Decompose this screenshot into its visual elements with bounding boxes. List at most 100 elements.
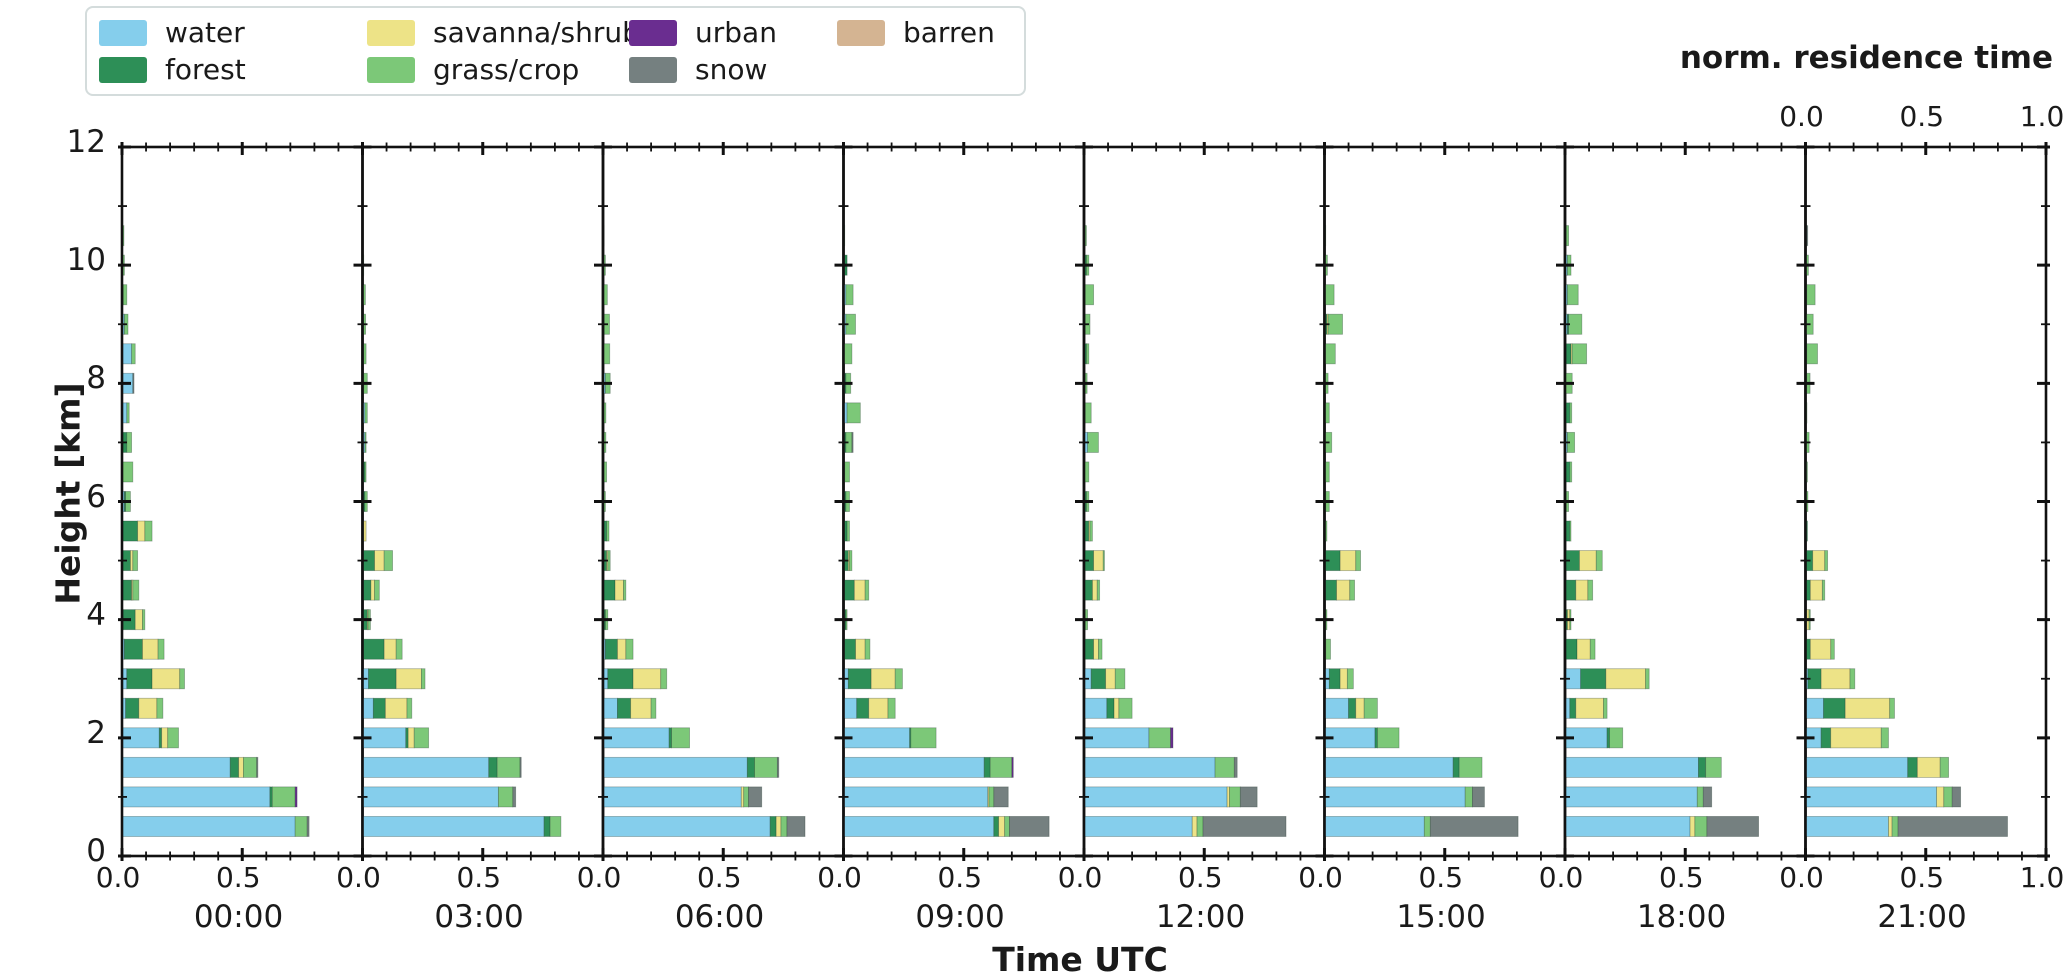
bar-03-00-5.5km-savanna_shrub	[363, 520, 367, 542]
x-tick-label-6-05: 0.5	[1658, 861, 1704, 894]
bar-00-00-3.5km-forest	[124, 638, 143, 660]
bar-06-00-2.5km-water	[602, 697, 618, 719]
bar-06-00-4.5km-grass_crop	[623, 579, 627, 601]
bar-06-00-0.5km-snow	[786, 816, 806, 837]
plot-area	[113, 139, 2055, 865]
bar-21-00-1.5km-grass_crop	[1939, 756, 1949, 778]
bar-18-00-3km-grass_crop	[1645, 668, 1650, 690]
bar-06-00-0.5km-grass_crop	[780, 816, 788, 837]
legend-label-urban: urban	[695, 15, 777, 49]
x-tick-label-0-0: 0.0	[95, 861, 141, 894]
panel-border	[1323, 145, 1567, 858]
bar-09-00-0.5km-forest	[993, 816, 1000, 837]
bar-21-00-1km-water	[1805, 786, 1937, 808]
legend-label-barren: barren	[903, 15, 995, 49]
panel-06-00	[594, 139, 845, 864]
bar-03-00-1.5km-snow	[519, 756, 522, 778]
bar-21-00-0.5km-water	[1805, 816, 1889, 837]
x-tick-label-6-0: 0.0	[1538, 861, 1584, 894]
bar-15-00-2km-grass_crop	[1377, 727, 1400, 749]
bar-00-00-8.5km-water	[121, 343, 133, 365]
bar-00-00-1.5km-snow	[256, 756, 259, 778]
bar-12-00-3.5km-grass_crop	[1098, 638, 1103, 660]
bar-06-00-1km-water	[602, 786, 742, 808]
bar-21-00-2km-savanna_shrub	[1830, 727, 1882, 749]
bar-12-00-3km-savanna_shrub	[1105, 668, 1116, 690]
bar-12-00-2.5km-water	[1083, 697, 1108, 719]
bar-15-00-3km-forest	[1328, 668, 1341, 690]
bar-06-00-1.5km-water	[602, 756, 748, 778]
x-tick-label-7-0: 0.0	[1779, 861, 1824, 894]
bar-21-00-2.5km-water	[1805, 697, 1824, 719]
bar-09-00-1km-snow	[993, 786, 1009, 808]
bar-00-00-1.5km-savanna_shrub	[238, 756, 244, 778]
bar-03-00-3.5km-savanna_shrub	[383, 638, 397, 660]
bar-18-00-7.5km-grass_crop	[1569, 402, 1573, 424]
bar-12-00-2km-water	[1083, 727, 1150, 749]
bar-00-00-3km-forest	[126, 668, 153, 690]
bar-03-00-2.5km-grass_crop	[406, 697, 413, 719]
bar-00-00-8km-snow	[132, 372, 135, 394]
legend-item-savanna-shrub: savanna/shrub	[367, 18, 640, 47]
bar-18-00-2.5km-forest	[1569, 697, 1577, 719]
bar-09-00-5km-grass_crop	[849, 550, 853, 572]
bar-00-00-3km-grass_crop	[179, 668, 185, 690]
bar-15-00-5km-grass_crop	[1355, 550, 1361, 572]
bar-03-00-1km-water	[362, 786, 499, 808]
bar-15-00-0.5km-grass_crop	[1423, 816, 1431, 837]
bar-18-00-2.5km-savanna_shrub	[1575, 697, 1604, 719]
legend: water forest savanna/shrub grass/crop urban s…	[85, 6, 1026, 96]
panel-21-00	[1796, 139, 2055, 864]
legend-label-grass-crop: grass/crop	[433, 52, 580, 86]
bar-18-00-4.5km-forest	[1564, 579, 1577, 601]
time-label-06-00: 06:00	[674, 899, 765, 935]
bar-12-00-0.5km-snow	[1202, 816, 1287, 837]
bar-00-00-1km-water	[121, 786, 271, 808]
panel-03-00	[353, 139, 605, 864]
bar-06-00-2km-water	[602, 727, 670, 749]
bar-12-00-0.5km-grass_crop	[1196, 816, 1204, 837]
bar-12-00-2.5km-grass_crop	[1118, 697, 1133, 719]
bar-21-00-9.5km-grass_crop	[1806, 284, 1816, 306]
bar-21-00-0.5km-grass_crop	[1891, 816, 1899, 837]
bar-18-00-1.5km-grass_crop	[1705, 756, 1722, 778]
bar-18-00-5km-savanna_shrub	[1579, 550, 1597, 572]
bar-09-00-5.5km-grass_crop	[846, 520, 850, 542]
bar-21-00-0.5km-snow	[1897, 816, 2008, 837]
bar-21-00-0.5km-savanna_shrub	[1888, 816, 1893, 837]
bar-00-00-1.5km-forest	[229, 756, 240, 778]
bar-00-00-9.5km-grass_crop	[122, 284, 128, 306]
bar-21-00-1km-grass_crop	[1943, 786, 1953, 808]
bar-09-00-1.5km-water	[843, 756, 985, 778]
bar-18-00-5km-grass_crop	[1595, 550, 1603, 572]
bar-06-00-2.5km-grass_crop	[650, 697, 657, 719]
bar-00-00-6.5km-grass_crop	[121, 461, 134, 483]
bar-12-00-1.5km-grass_crop	[1214, 756, 1235, 778]
bar-12-00-5.5km-grass_crop	[1089, 520, 1093, 542]
bar-18-00-8.5km-grass_crop	[1571, 343, 1588, 365]
bar-00-00-8.5km-grass_crop	[131, 343, 136, 365]
bar-09-00-3km-forest	[847, 668, 872, 690]
bar-06-00-2.5km-forest	[617, 697, 632, 719]
bar-03-00-1.5km-grass_crop	[496, 756, 521, 778]
bar-00-00-0.5km-water	[121, 816, 296, 837]
top-axis-label-0.5: 0.5	[1899, 100, 1945, 133]
bar-00-00-4.5km-grass_crop	[132, 579, 140, 601]
bar-18-00-0.5km-grass_crop	[1694, 816, 1708, 837]
x-tick-label-0-05: 0.5	[215, 861, 261, 894]
bar-15-00-1km-snow	[1472, 786, 1485, 808]
bar-15-00-1.5km-grass_crop	[1458, 756, 1483, 778]
snow-swatch-icon	[629, 56, 677, 83]
bar-18-00-1km-snow	[1702, 786, 1713, 808]
panel-border	[1563, 145, 1807, 858]
bar-15-00-1.5km-forest	[1452, 756, 1460, 778]
legend-item-urban: urban	[629, 15, 837, 49]
bar-00-00-7km-grass_crop	[126, 431, 133, 453]
bar-18-00-0.5km-water	[1564, 816, 1691, 837]
bar-12-00-0.5km-water	[1083, 816, 1193, 837]
bar-18-00-8.5km-savanna_shrub	[1570, 343, 1573, 365]
bar-06-00-1km-grass_crop	[743, 786, 749, 808]
bar-03-00-2km-savanna_shrub	[407, 727, 415, 749]
legend-label-savanna-shrub: savanna/shrub	[433, 15, 640, 49]
bar-21-00-2km-forest	[1820, 727, 1832, 749]
